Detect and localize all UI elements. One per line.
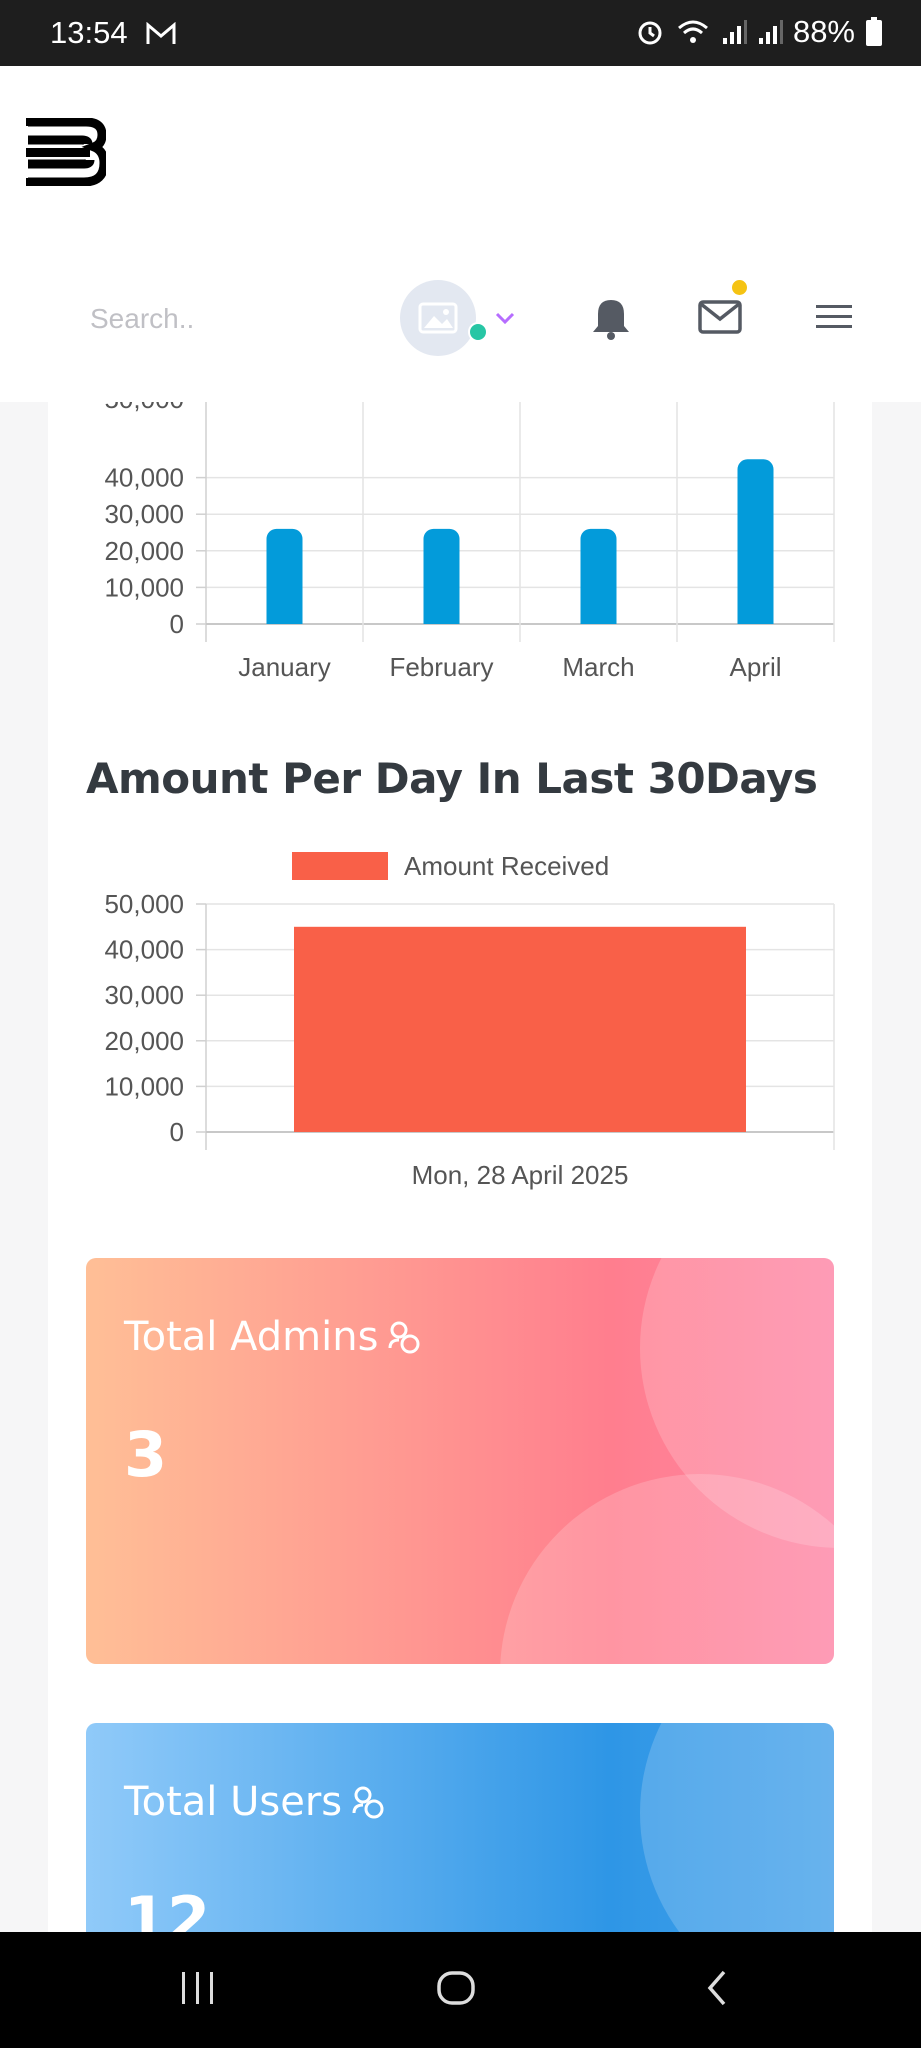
- x-tick-label: Mon, 28 April 2025: [412, 1160, 629, 1190]
- status-time: 13:54: [50, 15, 128, 50]
- legend-label: Amount Received: [404, 851, 609, 881]
- y-tick-label: 10,000: [104, 572, 184, 602]
- total-users-card[interactable]: Total Users 12: [86, 1723, 834, 1932]
- top-header: [0, 66, 921, 402]
- x-tick-label: January: [238, 652, 331, 682]
- bar-base: [423, 614, 460, 624]
- hamburger-menu-icon[interactable]: [814, 302, 854, 332]
- section-title: Amount Per Day In Last 30Days: [86, 754, 818, 803]
- bar-base: [266, 614, 303, 624]
- users-icon: [388, 1321, 420, 1354]
- logo-icon[interactable]: [26, 118, 106, 186]
- signal-icon: [722, 20, 747, 44]
- main-content: 0 10,000 20,000 30,000 40,000 January February…: [48, 402, 872, 1932]
- y-tick-label: 0: [170, 1117, 184, 1147]
- y-tick-label: 20,000: [104, 1026, 184, 1056]
- y-tick-label: 20,000: [104, 536, 184, 566]
- bar-mon-28-april-2025: [294, 926, 746, 1132]
- bar-march: [580, 528, 617, 624]
- total-admins-value: 3: [124, 1418, 168, 1491]
- avatar[interactable]: [400, 280, 476, 356]
- card-label: Total Admins: [124, 1314, 424, 1360]
- search-input[interactable]: [88, 302, 332, 336]
- legend-swatch: [292, 852, 388, 880]
- alarm-icon: [638, 21, 662, 45]
- total-admins-label: Total Admins: [124, 1314, 379, 1360]
- total-admins-card[interactable]: Total Admins 3: [86, 1258, 834, 1664]
- total-users-label: Total Users: [124, 1779, 343, 1825]
- system-nav-bar: [0, 1932, 921, 2048]
- status-bar: 13:54 88%: [0, 0, 921, 66]
- battery-percent: 88%: [792, 14, 855, 49]
- bar-april: [737, 459, 774, 624]
- total-users-value: 12: [124, 1883, 211, 1932]
- home-icon[interactable]: [436, 1968, 476, 2008]
- users-icon: [352, 1786, 384, 1819]
- y-tick-label: 30,000: [104, 980, 184, 1010]
- monthly-amount-chart: 0 10,000 20,000 30,000 40,000 January February…: [104, 402, 835, 682]
- chevron-down-icon[interactable]: [494, 310, 516, 326]
- bar-base: [580, 614, 617, 624]
- decor-circle: [500, 1474, 834, 1664]
- x-tick-label: April: [729, 652, 781, 682]
- y-tick-label: 10,000: [104, 1071, 184, 1101]
- back-icon[interactable]: [698, 1968, 738, 2008]
- mail-icon[interactable]: [698, 300, 742, 334]
- x-tick-label: February: [389, 652, 493, 682]
- y-tick-label: 0: [170, 609, 184, 639]
- y-tick-label-clipped: 50,000: [104, 402, 184, 414]
- y-tick-label: 40,000: [104, 463, 184, 493]
- wifi-icon: [677, 20, 708, 43]
- avatar-image-icon: [418, 302, 458, 334]
- online-status-dot: [468, 322, 488, 342]
- daily-amount-chart: Amount Received 0 10,000 20,000 30,000 40,000…: [104, 851, 835, 1190]
- status-icons: 88%: [635, 14, 883, 50]
- y-tick-label: 40,000: [104, 935, 184, 965]
- card-label: Total Users: [124, 1779, 388, 1825]
- mail-notification-dot: [732, 280, 747, 295]
- y-tick-label: 30,000: [104, 499, 184, 529]
- battery-icon: [866, 17, 882, 46]
- bell-icon[interactable]: [590, 296, 632, 340]
- recent-apps-icon[interactable]: [178, 1968, 218, 2008]
- bar-january: [266, 528, 303, 624]
- bar-february: [423, 528, 460, 624]
- signal-icon-2: [758, 20, 783, 44]
- gmail-icon: [146, 22, 176, 44]
- y-tick-label: 50,000: [104, 889, 184, 919]
- decor-circle: [640, 1723, 834, 1932]
- x-tick-label: March: [562, 652, 634, 682]
- bar-base: [737, 614, 774, 624]
